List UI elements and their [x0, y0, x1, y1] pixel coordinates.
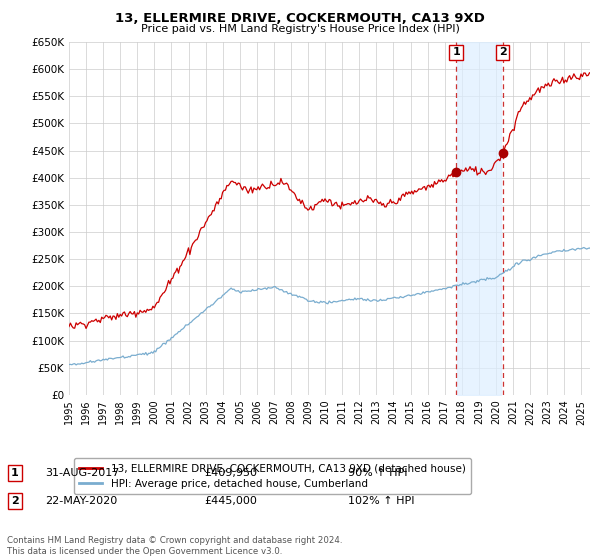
Text: Contains HM Land Registry data © Crown copyright and database right 2024.
This d: Contains HM Land Registry data © Crown c… — [7, 536, 343, 556]
Text: £445,000: £445,000 — [204, 496, 257, 506]
Text: 1: 1 — [11, 468, 19, 478]
Text: 2: 2 — [11, 496, 19, 506]
Text: 22-MAY-2020: 22-MAY-2020 — [45, 496, 117, 506]
Text: 31-AUG-2017: 31-AUG-2017 — [45, 468, 119, 478]
Text: £409,950: £409,950 — [204, 468, 257, 478]
Text: 13, ELLERMIRE DRIVE, COCKERMOUTH, CA13 9XD: 13, ELLERMIRE DRIVE, COCKERMOUTH, CA13 9… — [115, 12, 485, 25]
Legend: 13, ELLERMIRE DRIVE, COCKERMOUTH, CA13 9XD (detached house), HPI: Average price,: 13, ELLERMIRE DRIVE, COCKERMOUTH, CA13 9… — [74, 458, 471, 494]
Text: 102% ↑ HPI: 102% ↑ HPI — [348, 496, 415, 506]
Text: Price paid vs. HM Land Registry's House Price Index (HPI): Price paid vs. HM Land Registry's House … — [140, 24, 460, 34]
Text: 1: 1 — [452, 47, 460, 57]
Text: 90% ↑ HPI: 90% ↑ HPI — [348, 468, 407, 478]
Text: 2: 2 — [499, 47, 506, 57]
